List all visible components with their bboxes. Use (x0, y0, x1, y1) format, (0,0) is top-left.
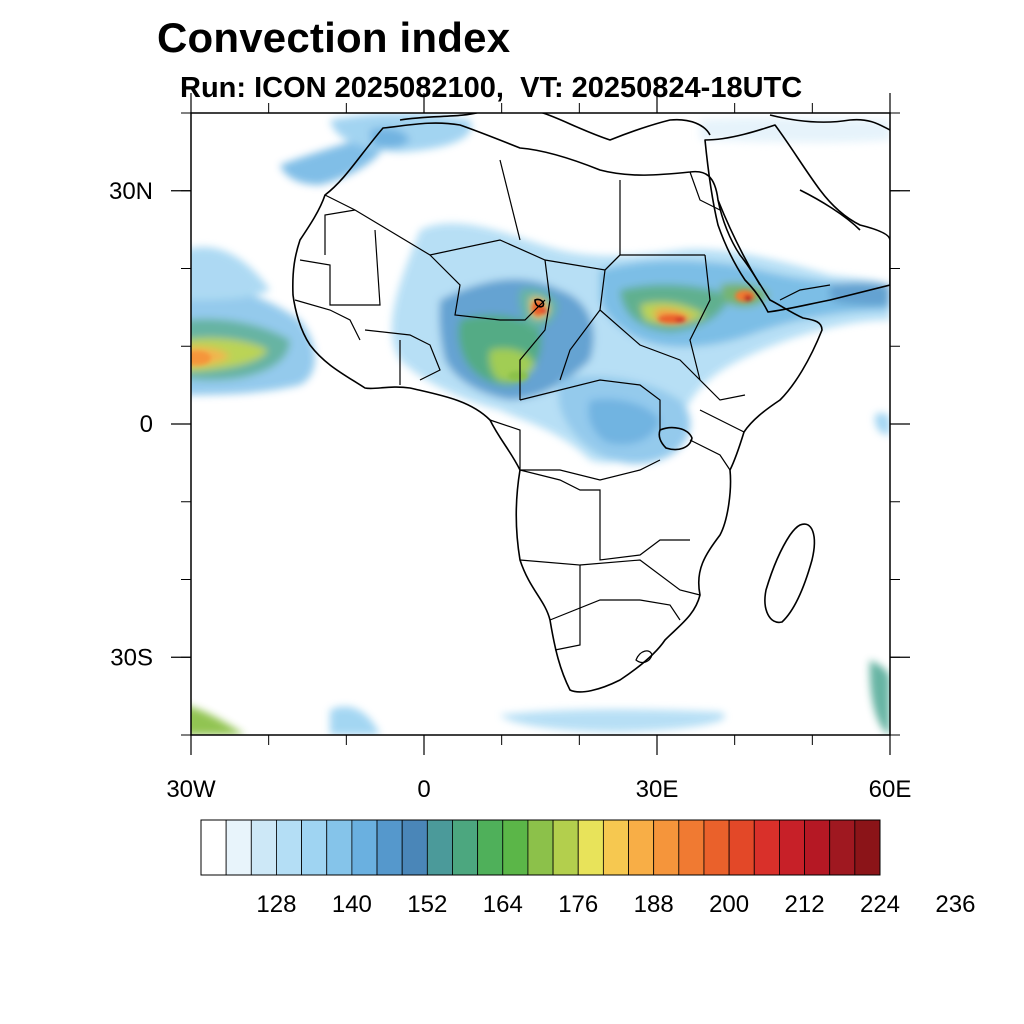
colorbar-swatch (301, 819, 328, 876)
chart-subtitle: Run: ICON 2025082100, VT: 20250824-18UTC (180, 72, 803, 104)
colorbar-swatch (276, 819, 302, 876)
colorbar-swatch (678, 819, 705, 876)
colorbar-swatch (577, 819, 604, 876)
colorbar-swatch (426, 819, 453, 876)
colorbar-swatch (477, 819, 504, 876)
colorbar-swatch (326, 819, 353, 876)
colorbar-label: 176 (558, 891, 598, 918)
lon-tick-label: 30W (166, 776, 216, 803)
colorbar: 128 140 152 164 176 188 200 212 224 236 (200, 819, 975, 918)
colorbar-swatch (250, 819, 277, 876)
lon-tick-label: 60E (869, 776, 912, 803)
colorbar-swatch (502, 819, 529, 876)
minor-ticks (181, 103, 900, 745)
lon-tick-label: 0 (417, 776, 430, 803)
colorbar-swatch (225, 819, 252, 876)
colorbar-swatch (401, 819, 428, 876)
colorbar-swatch (854, 819, 881, 876)
country-borders (294, 159, 831, 664)
colorbar-swatch (628, 819, 655, 876)
colorbar-swatch (452, 819, 479, 876)
chart-title: Convection index (157, 14, 511, 61)
colorbar-swatch (779, 819, 805, 876)
colorbar-swatch (753, 819, 780, 876)
colorbar-label: 212 (785, 891, 825, 918)
lat-tick-label: 30N (109, 178, 153, 205)
colorbar-label: 224 (860, 891, 900, 918)
colorbar-swatch (804, 819, 831, 876)
colorbar-swatch (602, 819, 629, 876)
colorbar-swatch (703, 819, 730, 876)
colorbar-swatch (728, 819, 755, 876)
colorbar-swatch (376, 819, 403, 876)
colorbar-swatch (552, 819, 579, 876)
colorbar-label: 152 (407, 891, 447, 918)
convection-field (191, 113, 890, 735)
colorbar-label: 188 (634, 891, 674, 918)
colorbar-swatch (527, 819, 554, 876)
colorbar-swatch (351, 819, 378, 876)
lat-tick-label: 0 (140, 411, 153, 438)
colorbar-swatch (200, 819, 227, 876)
lon-tick-label: 30E (636, 776, 679, 803)
colorbar-label: 236 (935, 891, 975, 918)
colorbar-label: 164 (483, 891, 523, 918)
colorbar-frame (200, 819, 881, 876)
colorbar-label: 200 (709, 891, 749, 918)
colorbar-swatch (653, 819, 680, 876)
axis-ticks: 30N 0 30S 30W 0 30E 60E (109, 93, 911, 803)
colorbar-swatch (829, 819, 856, 876)
colorbar-label: 140 (332, 891, 372, 918)
lat-tick-label: 30S (110, 644, 153, 671)
colorbar-label: 128 (256, 891, 296, 918)
